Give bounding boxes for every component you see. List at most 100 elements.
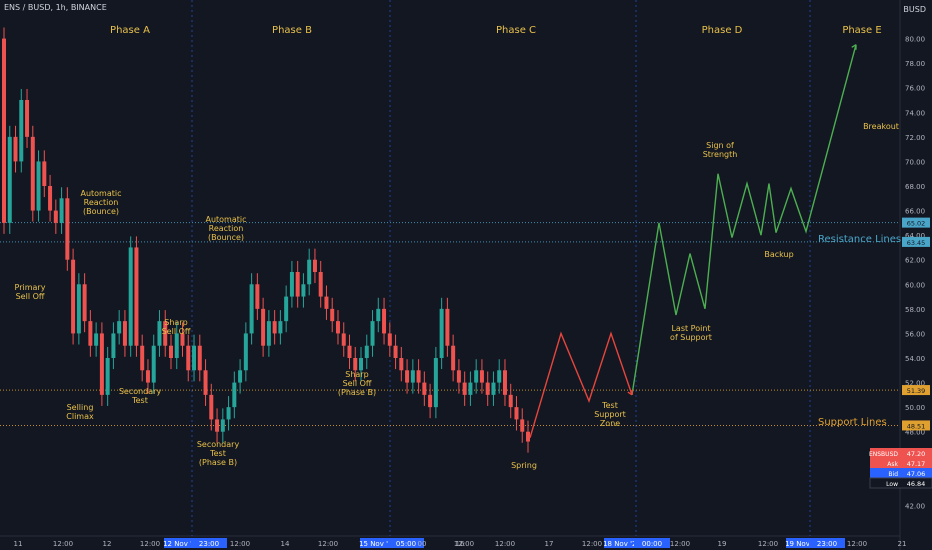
- markup-projection-path: [631, 44, 857, 395]
- time-tick-label: 11: [14, 540, 23, 548]
- time-tick-label: 12:00: [847, 540, 867, 548]
- candle-body: [289, 272, 294, 297]
- candle-body: [232, 382, 237, 408]
- level-price-tag: [902, 420, 930, 431]
- annotation-label: Secondary Test (Phase B): [197, 440, 240, 467]
- candle-body: [111, 333, 116, 358]
- candle-body: [439, 308, 444, 358]
- time-axis-highlight: [164, 538, 200, 548]
- time-tick-label: 15 Nov '21: [359, 540, 397, 548]
- candle-body: [42, 161, 47, 186]
- candle-body: [94, 333, 99, 346]
- annotation-line: (Bounce): [208, 233, 244, 242]
- time-tick-label: 12:00: [53, 540, 73, 548]
- price-tick-label: 64.00: [905, 232, 925, 240]
- candle-body: [180, 333, 185, 346]
- candle-body: [382, 308, 387, 334]
- candle-body: [393, 345, 398, 358]
- time-tick-label: 18 Nov '21: [603, 540, 641, 548]
- candle-body: [508, 394, 513, 408]
- price-tick-label: 48.00: [905, 429, 925, 437]
- candle-body: [353, 358, 358, 371]
- annotation-line: Zone: [600, 419, 620, 428]
- price-info-value: 46.84: [907, 480, 926, 488]
- candle-body: [405, 370, 410, 383]
- candle-body: [347, 345, 352, 358]
- price-info-label: ENSBUSD: [869, 451, 898, 458]
- annotation-line: Spring: [511, 461, 537, 470]
- level-price-tag-text: 63.45: [907, 239, 926, 247]
- price-info-tag: [870, 468, 932, 478]
- annotation-line: Primary: [15, 283, 46, 292]
- price-info-tag: [870, 448, 932, 458]
- candle-body: [59, 198, 64, 223]
- candle-body: [422, 382, 427, 395]
- annotation-label: Backup: [764, 250, 793, 259]
- candle-body: [203, 370, 208, 395]
- candle-body: [238, 370, 243, 383]
- candle-body: [215, 419, 220, 432]
- candle-body: [65, 198, 70, 260]
- annotation-label: Spring: [511, 461, 537, 470]
- annotation-line: Sharp: [345, 370, 368, 379]
- candle-body: [485, 382, 490, 395]
- candle-body: [186, 345, 191, 371]
- price-info-value: 47.20: [907, 450, 926, 458]
- candle-body: [491, 382, 496, 395]
- candle-body: [330, 308, 335, 322]
- candle-body: [272, 321, 277, 334]
- candle-body: [416, 370, 421, 383]
- time-tick-label: 12:00: [318, 540, 338, 548]
- price-tick-label: 76.00: [905, 85, 925, 93]
- phase-label: Phase D: [702, 25, 743, 36]
- candle-body: [502, 370, 507, 395]
- price-tick-label: 54.00: [905, 355, 925, 363]
- candle-body: [468, 382, 473, 395]
- annotation-label: Test Support Zone: [594, 401, 626, 428]
- candle-body: [266, 321, 271, 346]
- candle-body: [324, 296, 329, 309]
- annotation-line: Sign of: [706, 141, 734, 150]
- candle-body: [117, 321, 122, 334]
- level-price-tag: [902, 217, 930, 228]
- annotation-label: Automatic Reaction (Bounce): [80, 189, 121, 216]
- candle-body: [7, 136, 12, 223]
- annotation-line: Secondary: [119, 387, 162, 396]
- annotation-line: of Support: [670, 333, 712, 342]
- time-axis-highlight: [360, 538, 396, 548]
- currency-label: BUSD: [903, 5, 926, 14]
- price-info-label: Bid: [888, 471, 898, 478]
- annotation-line: Climax: [66, 412, 94, 421]
- time-tick-label: 17: [545, 540, 554, 548]
- candle-body: [99, 333, 104, 395]
- candle-body: [13, 136, 18, 162]
- candle-body: [318, 272, 323, 297]
- level-price-tag-text: 65.02: [907, 220, 926, 228]
- price-tick-label: 80.00: [905, 36, 925, 44]
- annotation-label: Sharp Sell Off: [162, 318, 191, 336]
- candle-body: [145, 370, 150, 383]
- annotation-line: Sell Off: [343, 379, 372, 388]
- annotation-line: Reaction: [84, 198, 119, 207]
- price-tick-label: 72.00: [905, 134, 925, 142]
- time-tick-label: 19 Nov '21: [785, 540, 823, 548]
- annotation-line: Selling: [67, 403, 94, 412]
- candle-body: [220, 419, 225, 432]
- candle-body: [36, 161, 41, 211]
- candle-body: [174, 333, 179, 358]
- price-info-label: Ask: [887, 461, 898, 468]
- candle-body: [295, 272, 300, 297]
- price-tick-label: 74.00: [905, 109, 925, 117]
- annotation-label: Automatic Reaction (Bounce): [205, 215, 246, 242]
- time-tick-label: 12:00: [495, 540, 515, 548]
- candle-body: [497, 370, 502, 383]
- time-axis-highlight: [191, 538, 227, 548]
- candle-body: [307, 259, 312, 285]
- candle-body: [25, 100, 30, 137]
- price-tick-label: 68.00: [905, 183, 925, 191]
- candle-body: [387, 333, 392, 346]
- annotation-line: (Phase B): [199, 458, 237, 467]
- annotation-label: Last Point of Support: [670, 324, 712, 342]
- candle-body: [261, 308, 266, 346]
